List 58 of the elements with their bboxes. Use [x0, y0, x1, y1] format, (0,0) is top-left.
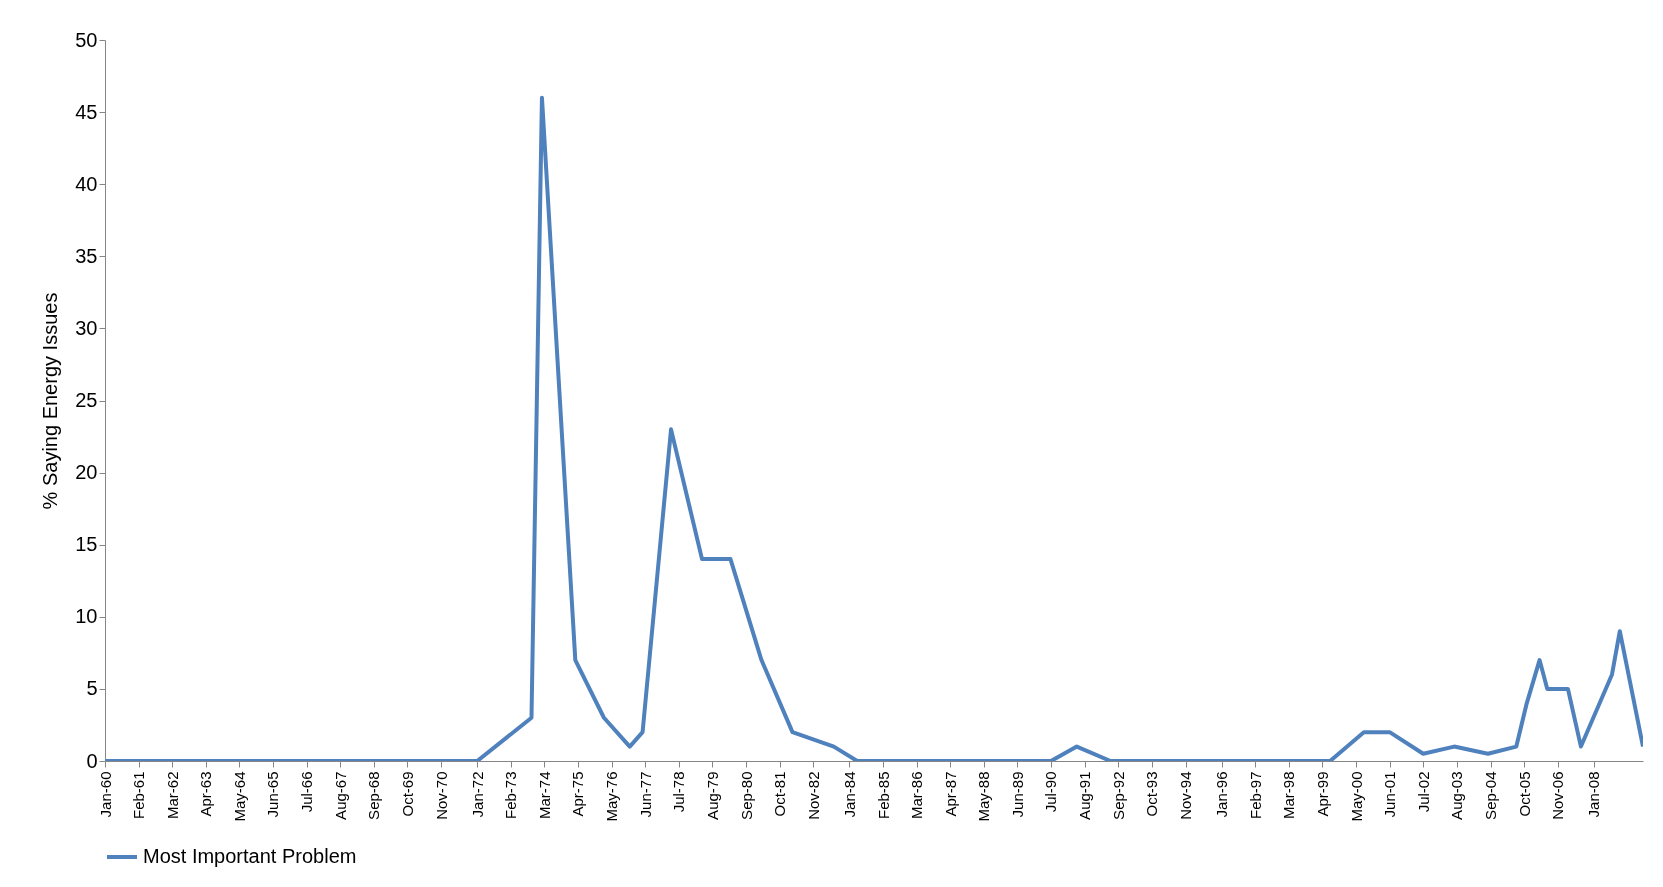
x-tick-label: Feb-61: [130, 771, 148, 820]
x-tick-label: Nov-94: [1177, 771, 1195, 820]
x-tick-label: May-76: [603, 771, 621, 822]
x-tick-label: Apr-87: [941, 771, 959, 817]
x-tick-label: Feb-97: [1246, 771, 1264, 820]
legend-label: Most Important Problem: [143, 845, 357, 867]
x-tick-label: May-64: [230, 771, 248, 822]
x-tick-label: Jul-90: [1042, 771, 1060, 813]
x-tick-label: Sep-68: [365, 771, 383, 820]
y-tick-label: 10: [75, 605, 98, 628]
x-tick-label: Aug-67: [331, 771, 349, 820]
x-tick-label: Oct-81: [771, 771, 789, 817]
x-tick-label: May-00: [1347, 771, 1365, 822]
x-tick-label: Jul-66: [298, 771, 316, 813]
x-tick-label: May-88: [975, 771, 993, 822]
x-tick-label: Apr-99: [1313, 771, 1331, 817]
x-tick-label: Sep-04: [1482, 771, 1500, 820]
y-tick-label: 40: [75, 172, 98, 195]
y-tick-label: 0: [86, 749, 98, 772]
y-tick-label: 20: [75, 461, 98, 484]
x-tick-label: Aug-79: [703, 771, 721, 820]
x-tick-label: Oct-05: [1515, 771, 1533, 817]
x-tick-label: Mar-74: [535, 771, 553, 820]
x-tick-label: Jul-02: [1414, 771, 1432, 813]
x-tick-label: Mar-62: [163, 771, 181, 820]
x-tick-label: Nov-82: [804, 771, 822, 820]
x-tick-label: Nov-70: [432, 771, 450, 820]
x-tick-label: Mar-86: [908, 771, 926, 820]
x-tick-label: Jan-08: [1585, 771, 1603, 818]
x-tick-label: Aug-03: [1448, 771, 1466, 820]
x-tick-label: Jan-72: [468, 771, 486, 818]
y-tick-label: 50: [75, 28, 98, 51]
x-tick-label: Jul-78: [670, 771, 688, 813]
x-tick-label: Oct-69: [398, 771, 416, 817]
y-tick-label: 5: [86, 677, 98, 700]
x-tick-label: Jun-89: [1008, 771, 1026, 818]
x-tick-label: Feb-73: [502, 771, 520, 820]
x-tick-label: Nov-06: [1549, 771, 1567, 820]
y-tick-label: 35: [75, 244, 98, 267]
y-tick-label: 45: [75, 100, 98, 123]
x-tick-label: Jan-96: [1213, 771, 1231, 818]
x-tick-label: Jun-65: [264, 771, 282, 818]
x-tick-label: Sep-80: [737, 771, 755, 820]
x-tick-label: Feb-85: [874, 771, 892, 820]
x-tick-label: Oct-93: [1143, 771, 1161, 817]
x-tick-label: Apr-75: [569, 771, 587, 817]
y-axis-title: % Saying Energy Issues: [39, 292, 62, 510]
x-tick-label: Jan-84: [840, 771, 858, 818]
x-tick-label: Mar-98: [1280, 771, 1298, 820]
x-tick-label: Aug-91: [1076, 771, 1094, 820]
x-tick-label: Jun-77: [636, 771, 654, 818]
y-tick-label: 15: [75, 533, 98, 556]
x-tick-label: Jun-01: [1381, 771, 1399, 818]
x-tick-label: Sep-92: [1109, 771, 1127, 820]
y-tick-label: 30: [75, 316, 98, 339]
y-tick-label: 25: [75, 389, 98, 411]
x-tick-label: Jan-60: [96, 771, 114, 818]
x-tick-label: Apr-63: [197, 771, 215, 817]
